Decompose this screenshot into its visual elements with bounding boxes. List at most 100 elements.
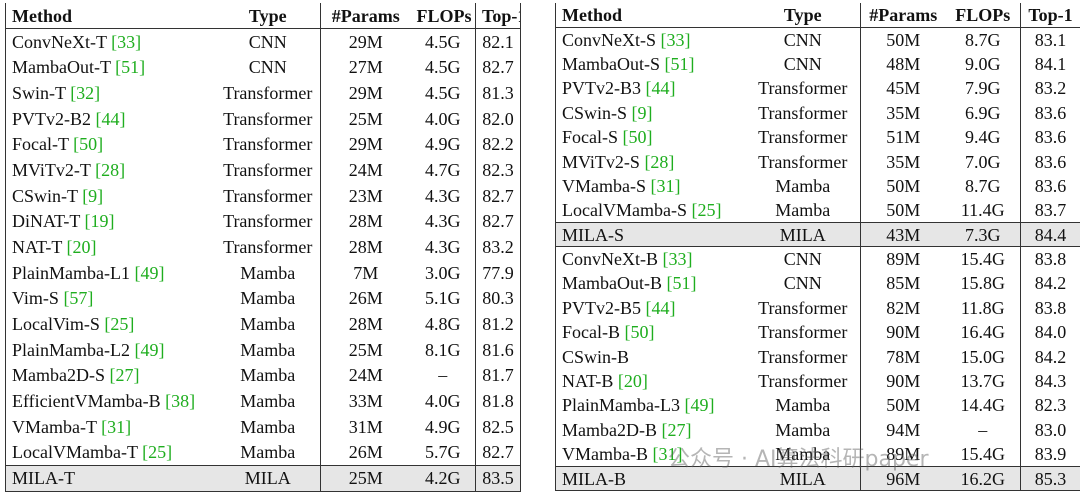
cell: CSwin-T [9]	[6, 183, 216, 209]
cell: PVTv2-B2 [44]	[6, 106, 216, 132]
type-cell: Transformer	[223, 185, 313, 206]
table-row: CSwin-S [9] Transformer 35M 6.9G 83.6	[556, 100, 1080, 125]
cell: ConvNeXt-S [33]	[556, 27, 746, 51]
table-row: NAT-B [20] Transformer 90M 13.7G 84.3	[556, 368, 1080, 394]
method-name: Mamba2D-S	[12, 365, 105, 386]
params-cell: 28M	[320, 234, 411, 260]
params-cell: 25M	[320, 336, 411, 363]
cell: MViTv2-S [28]	[556, 149, 746, 173]
table-row: DiNAT-T [19] Transformer 28M 4.3G 82.7	[6, 208, 521, 235]
params-cell: 82M	[860, 295, 946, 321]
cell: Swin-T [32]	[6, 80, 216, 106]
cell: DiNAT-T [19]	[6, 209, 216, 235]
citation: [44]	[95, 108, 126, 129]
top1-cell: 82.7	[475, 208, 521, 235]
top1-cell: 82.7	[475, 182, 521, 209]
top1-cell: 83.5	[475, 464, 521, 492]
method-name: CSwin-B	[562, 346, 630, 367]
type-cell: Mamba	[775, 419, 831, 440]
citation: [50]	[73, 134, 104, 155]
table-row: ConvNeXt-S [33] CNN 50M 8.7G 83.1	[556, 27, 1080, 52]
flops-cell: –	[438, 365, 448, 386]
flops-cell: 5.7G	[425, 442, 461, 463]
citation: [31]	[650, 175, 681, 196]
flops-cell: 4.8G	[425, 314, 461, 335]
cell: PVTv2-B3 [44]	[556, 76, 746, 100]
column-header: FLOPs	[410, 3, 476, 30]
top1-cell: 83.0	[1020, 417, 1080, 443]
cell: Vim-S [57]	[6, 286, 216, 312]
params-cell: 96M	[860, 465, 946, 492]
table-row: MambaOut-T [51] CNN 27M 4.5G 82.7	[6, 54, 521, 81]
table-row: PlainMamba-L3 [49] Mamba 50M 14.4G 82.3	[556, 393, 1080, 418]
type-cell: CNN	[248, 31, 287, 52]
top1-cell: 85.3	[1020, 465, 1080, 492]
citation: [33]	[662, 249, 693, 270]
citation: [49]	[134, 339, 165, 360]
method-name: MILA-B	[562, 468, 626, 489]
method-name: ConvNeXt-B	[562, 249, 658, 270]
top1-cell: 82.3	[475, 157, 521, 183]
citation: [31]	[652, 443, 683, 464]
table-row: PlainMamba-L1 [49] Mamba 7M 3.0G 77.9	[6, 259, 521, 286]
flops-cell: 15.8G	[960, 273, 1006, 294]
flops-cell: 4.0G	[425, 391, 461, 412]
top1-cell: 82.2	[475, 131, 521, 158]
type-cell: CNN	[248, 57, 287, 78]
type-cell: Transformer	[223, 159, 313, 180]
params-cell: 27M	[320, 54, 411, 81]
top1-cell: 82.1	[475, 28, 521, 55]
top1-cell: 84.2	[1020, 271, 1080, 296]
top1-cell: 81.2	[475, 311, 521, 337]
cell: Mamba2D-B [27]	[556, 418, 746, 442]
params-cell: 29M	[320, 131, 411, 158]
top1-cell: 82.3	[1020, 393, 1080, 418]
citation: [51]	[115, 57, 146, 78]
citation: [44]	[645, 297, 676, 318]
citation: [27]	[661, 419, 692, 440]
params-cell: 28M	[320, 311, 411, 337]
cell: PlainMamba-L3 [49]	[556, 393, 746, 417]
top1-cell: 83.6	[1020, 173, 1080, 199]
type-cell: Transformer	[758, 371, 848, 392]
type-cell: Mamba	[240, 339, 296, 360]
citation: [51]	[666, 273, 697, 294]
params-cell: 50M	[860, 198, 946, 223]
flops-cell: 15.4G	[960, 443, 1006, 464]
cell: Focal-B [50]	[556, 320, 746, 344]
method-name: NAT-B	[562, 371, 614, 392]
method-name: Mamba2D-B	[562, 419, 657, 440]
table-row: Vim-S [57] Mamba 26M 5.1G 80.3	[6, 285, 521, 312]
params-cell: 28M	[320, 208, 411, 235]
table-row: PVTv2-B5 [44] Transformer 82M 11.8G 83.8	[556, 295, 1080, 321]
table-row: CSwin-T [9] Transformer 23M 4.3G 82.7	[6, 182, 521, 209]
method-name: MViTv2-T	[12, 159, 91, 180]
method-name: LocalVMamba-S	[562, 200, 687, 221]
top1-cell: 83.6	[1020, 124, 1080, 150]
type-cell: Mamba	[775, 200, 831, 221]
type-cell: Transformer	[758, 297, 848, 318]
params-cell: 26M	[320, 285, 411, 312]
method-name: PlainMamba-L1	[12, 262, 130, 283]
citation: [9]	[82, 185, 104, 206]
flops-cell: 3.0G	[425, 262, 461, 283]
flops-cell: 9.0G	[965, 53, 1001, 74]
method-name: Swin-T	[12, 82, 66, 103]
params-cell: 24M	[320, 362, 411, 389]
table-row: MambaOut-S [51] CNN 48M 9.0G 84.1	[556, 51, 1080, 77]
method-name: Vim-S	[12, 288, 59, 309]
method-name: MILA-T	[12, 468, 75, 489]
table-row: PlainMamba-L2 [49] Mamba 25M 8.1G 81.6	[6, 336, 521, 363]
cell: MambaOut-T [51]	[6, 54, 216, 80]
citation: [49]	[684, 395, 715, 416]
table-row: ConvNeXt-B [33] CNN 89M 15.4G 83.8	[556, 246, 1080, 272]
params-cell: 50M	[860, 393, 946, 418]
cell: PlainMamba-L1 [49]	[6, 260, 216, 286]
type-cell: Mamba	[240, 262, 296, 283]
top1-cell: 83.8	[1020, 295, 1080, 321]
cell: MViTv2-T [28]	[6, 157, 216, 183]
method-name: MambaOut-T	[12, 57, 111, 78]
table-row: MambaOut-B [51] CNN 85M 15.8G 84.2	[556, 271, 1080, 296]
type-cell: Transformer	[223, 82, 313, 103]
type-cell: Mamba	[240, 314, 296, 335]
